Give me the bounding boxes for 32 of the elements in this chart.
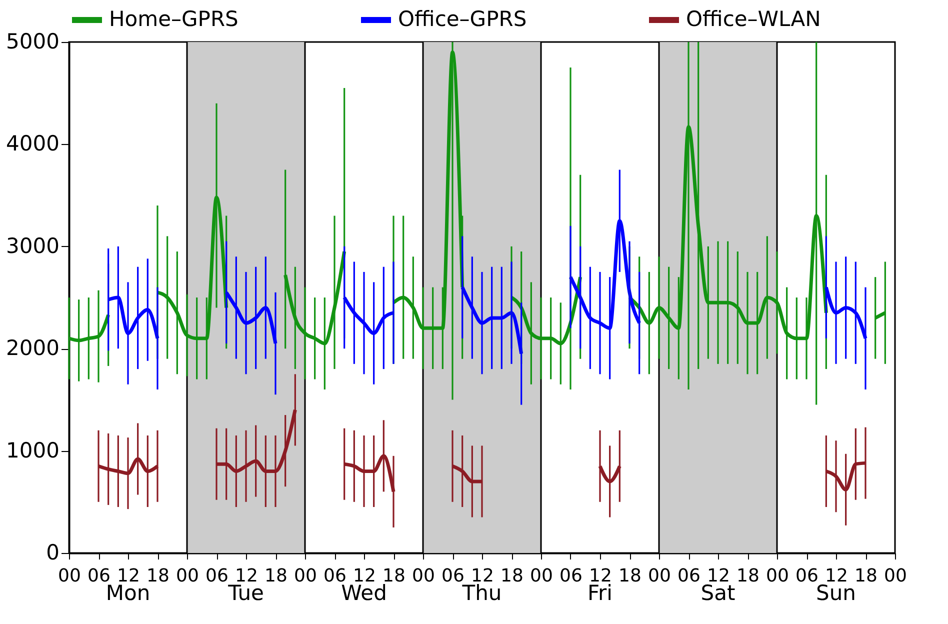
text: Thu (461, 581, 502, 605)
x-tick-label: 18 (854, 566, 878, 586)
y-tick-label: 3000 (6, 234, 60, 258)
x-tick-label: 18 (618, 566, 642, 586)
x-tick-label: 00 (648, 566, 671, 586)
x-tick-label: 00 (294, 566, 317, 586)
y-tick-label: 5000 (6, 30, 60, 54)
legend-label: Office–GPRS (398, 7, 527, 31)
x-tick-label: 06 (560, 566, 582, 586)
x-tick-label: 18 (500, 566, 524, 586)
text: Tue (227, 581, 264, 605)
legend-label: Home–GPRS (109, 7, 238, 31)
text: Fri (587, 581, 613, 605)
x-tick-label: 00 (58, 566, 81, 586)
text: Sat (700, 581, 736, 605)
x-tick-label: 00 (530, 566, 553, 586)
legend-label: Office–WLAN (686, 7, 821, 31)
x-tick-label: 06 (206, 566, 228, 586)
text: Sun (816, 581, 856, 605)
y-tick-label: 4000 (6, 132, 60, 156)
x-tick-label: 06 (678, 566, 700, 586)
x-tick-label: 00 (884, 566, 907, 586)
x-tick-label: 06 (796, 566, 818, 586)
y-tick-label: 2000 (6, 336, 60, 360)
text: Wed (341, 581, 387, 605)
x-tick-label: 00 (412, 566, 435, 586)
x-tick-label: 00 (176, 566, 199, 586)
x-tick-label: 18 (264, 566, 288, 586)
x-tick-label: 18 (736, 566, 760, 586)
y-tick-label: 0 (46, 540, 60, 564)
y-tick-label: 1000 (6, 438, 60, 462)
x-tick-label: 00 (766, 566, 789, 586)
